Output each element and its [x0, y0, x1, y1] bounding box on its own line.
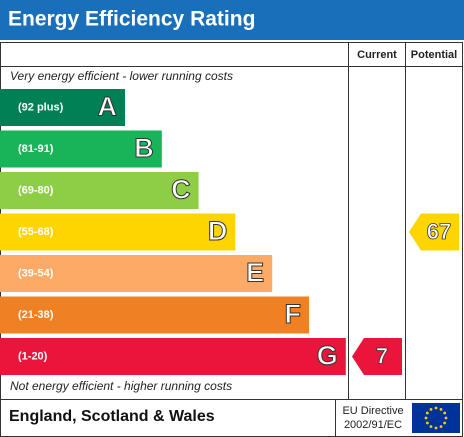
current-arrow: [352, 338, 402, 375]
flag-star: [424, 416, 428, 420]
flag-star: [443, 421, 447, 425]
band-bar: [0, 172, 199, 209]
band-bar: [0, 255, 273, 292]
current-value: 7: [376, 343, 388, 368]
flag-star: [444, 416, 448, 420]
band-letter: D: [208, 216, 228, 246]
band-bar: [0, 213, 236, 251]
header-potential: Potential: [411, 49, 457, 61]
flag-star: [439, 407, 443, 411]
flag-star: [434, 426, 438, 430]
flag-star: [434, 406, 438, 410]
band-letter: A: [98, 92, 118, 122]
bottom-note: Not energy efficient - higher running co…: [10, 379, 232, 393]
band-letter: F: [285, 299, 302, 329]
band-bar: [0, 130, 162, 168]
top-note: Very energy efficient - lower running co…: [10, 69, 233, 83]
band-bar: [0, 338, 346, 375]
flag-star: [439, 425, 443, 429]
band-range: (81-91): [18, 143, 54, 155]
band-range: (69-80): [18, 184, 54, 196]
directive-line: EU Directive: [342, 405, 403, 417]
band-range: (92 plus): [18, 101, 64, 113]
eu-flag: [412, 403, 460, 433]
band-letter: E: [246, 258, 264, 288]
region: England, Scotland & Wales: [9, 408, 215, 425]
band-letter: G: [317, 341, 338, 371]
potential-arrow: [409, 213, 459, 251]
flag-star: [425, 421, 429, 425]
band-range: (39-54): [18, 267, 54, 279]
flag-star: [429, 407, 433, 411]
flag-star: [425, 411, 429, 415]
band-range: (55-68): [18, 226, 54, 238]
band-bar: [0, 89, 125, 126]
band-range: (21-38): [18, 309, 54, 321]
directive-line: 2002/91/EC: [344, 419, 402, 431]
header-current: Current: [357, 49, 397, 61]
flag-star: [443, 411, 447, 415]
band-letter: B: [134, 133, 154, 163]
band-range: (1-20): [18, 350, 48, 362]
band-letter: C: [171, 175, 191, 205]
title: Energy Efficiency Rating: [8, 8, 255, 31]
flag-star: [429, 425, 433, 429]
band-bar: [0, 296, 309, 334]
title-bar: [0, 0, 464, 40]
potential-value: 67: [427, 219, 451, 244]
